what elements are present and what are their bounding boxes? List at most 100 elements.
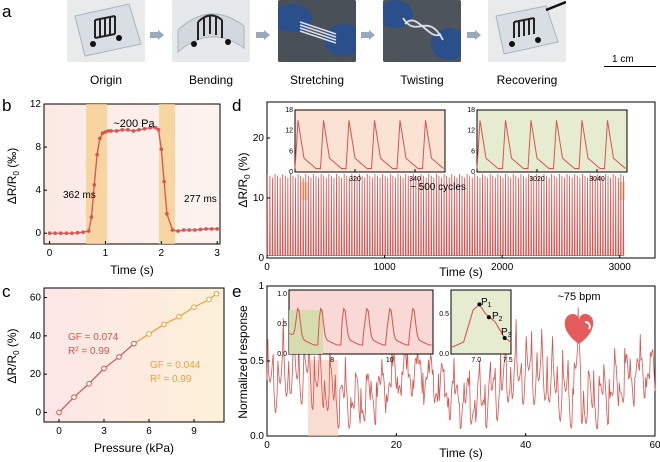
- photo-label-twisting: Twisting: [400, 73, 444, 87]
- data-point: [131, 340, 137, 347]
- data-point: [114, 129, 119, 133]
- y-tick-label: 1: [258, 282, 264, 292]
- x-tick-label: 3000: [609, 262, 632, 273]
- data-point: [64, 231, 69, 236]
- inset-series-line: [476, 120, 626, 170]
- data-point: [148, 125, 152, 130]
- arrow-icon: [361, 27, 375, 40]
- recovering-photo: [488, 0, 566, 62]
- data-point: [92, 182, 97, 187]
- data-point: [159, 147, 164, 152]
- y-tick-label: 0: [35, 228, 41, 239]
- x-tick-label: 1: [103, 248, 109, 259]
- data-point: [98, 136, 102, 141]
- data-point: [187, 228, 192, 232]
- gf-label-high: GF = 0.044: [150, 360, 201, 371]
- y-tick-label: 60: [30, 293, 42, 304]
- data-point: [53, 231, 57, 236]
- x-tick-label: 20: [391, 440, 403, 451]
- y-tick-label: 20: [253, 133, 265, 144]
- chart-e: 8 100.00.51.0 7.0 7.50.00.5 P1 P2 P3 ~75 b…: [236, 282, 660, 460]
- peak-label-p1: P1: [481, 297, 492, 309]
- x-tick-label: 6: [146, 426, 152, 437]
- data-point: [109, 129, 113, 133]
- data-point: [71, 394, 77, 400]
- y-tick-label: 0: [258, 253, 264, 264]
- data-point: [103, 130, 108, 134]
- x-axis-label: Time (s): [439, 446, 483, 460]
- inset-late-cycles: [476, 109, 628, 173]
- y-axis-label: ΔR/R0 (%): [5, 328, 21, 383]
- peak-label-p3: P3: [501, 327, 512, 339]
- data-point: [100, 131, 105, 135]
- annotation-heart-rate: ~75 bpm: [557, 291, 600, 303]
- data-point: [215, 227, 220, 231]
- x-tick-label: 3: [101, 426, 107, 437]
- panel-letter-d: d: [232, 96, 242, 115]
- data-point: [191, 304, 197, 310]
- x-tick-label: 1000: [373, 262, 396, 273]
- x-tick-label: 0: [264, 262, 270, 273]
- x-axis-label: Time (s): [439, 265, 483, 279]
- annotation-response-time: 362 ms: [63, 190, 96, 201]
- data-point: [81, 230, 85, 234]
- annotation-recovery-time: 277 ms: [184, 194, 217, 205]
- data-point: [209, 227, 214, 231]
- data-point: [101, 365, 107, 372]
- data-point: [86, 380, 92, 387]
- x-tick-label: 0: [264, 440, 270, 451]
- bending-photo: [172, 0, 250, 62]
- heart-icon: [564, 314, 594, 344]
- inset-x-tick-label: 7.5: [503, 357, 513, 364]
- data-point: [162, 179, 166, 184]
- y-axis-label: Normalized response: [236, 305, 250, 419]
- data-point: [56, 409, 62, 416]
- x-tick-label: 2000: [491, 262, 514, 273]
- inset-y-tick-label: 6: [471, 148, 475, 155]
- data-point: [213, 290, 220, 297]
- data-point: [161, 321, 167, 328]
- inset-y-tick-label: 0: [471, 169, 475, 176]
- data-point: [156, 128, 161, 132]
- inset-series-line: [294, 120, 444, 170]
- scale-bar-label: 1 cm: [612, 54, 634, 65]
- inset-y-tick-label: 0.5: [277, 321, 287, 328]
- y-axis-label: ΔR/R0 (‰): [5, 148, 21, 204]
- x-tick-label: 40: [520, 440, 532, 451]
- data-point: [137, 128, 141, 132]
- inset-y-tick-label: 0.0: [277, 351, 287, 358]
- y-tick-label: 8: [35, 142, 41, 153]
- r2-label-high: R² = 0.99: [150, 374, 192, 385]
- stretching-photo: [278, 0, 356, 62]
- inset-x-tick-label: 320: [349, 176, 361, 183]
- data-point: [75, 230, 80, 235]
- inset-y-tick-label: 18: [467, 107, 475, 114]
- photo-label-origin: Origin: [89, 73, 122, 87]
- x-tick-label: 2: [159, 248, 165, 259]
- data-point: [131, 129, 136, 133]
- photo-label-recovering: Recovering: [496, 73, 558, 87]
- inset-y-tick-label: 0: [289, 169, 293, 176]
- origin-photo: [67, 0, 145, 62]
- data-point: [116, 354, 122, 360]
- panel-letter-c: c: [2, 282, 11, 301]
- y-tick-label: 0: [35, 407, 41, 418]
- panel-letter-b: b: [2, 96, 12, 115]
- data-point: [153, 125, 158, 130]
- data-point: [165, 212, 169, 216]
- x-tick-label: 0: [47, 248, 53, 259]
- data-point: [181, 228, 186, 232]
- inset-series-line: [450, 303, 512, 349]
- panel-letter-e: e: [232, 282, 242, 301]
- inset-y-tick-label: 12: [467, 128, 475, 135]
- series-line: [266, 307, 656, 430]
- x-tick-label: 60: [649, 440, 660, 451]
- data-point: [142, 126, 147, 131]
- data-point: [47, 231, 52, 236]
- inset-x-tick-label: 8: [330, 357, 334, 364]
- panel-letter-a: a: [2, 2, 12, 21]
- y-tick-label: 4: [35, 185, 41, 196]
- inset-x-tick-label: 7.0: [471, 357, 481, 364]
- inset-y-tick-label: 6: [289, 148, 293, 155]
